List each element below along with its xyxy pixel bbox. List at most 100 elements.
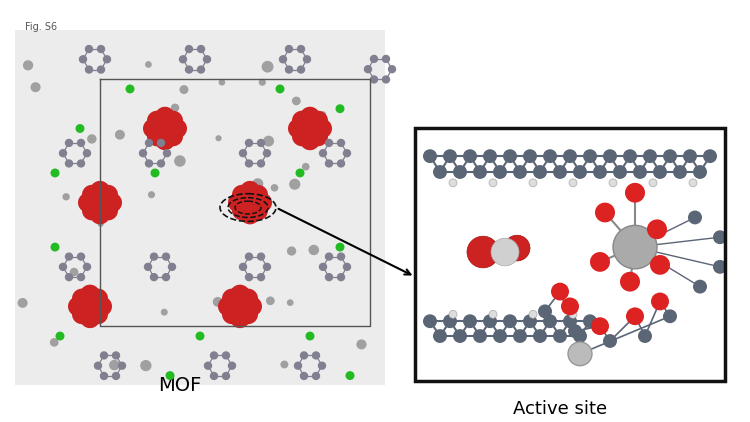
Circle shape — [491, 238, 519, 266]
Circle shape — [253, 191, 262, 200]
Circle shape — [296, 168, 304, 177]
Circle shape — [163, 253, 170, 260]
Circle shape — [100, 373, 107, 379]
Circle shape — [164, 150, 170, 157]
Circle shape — [218, 297, 238, 316]
Circle shape — [230, 308, 250, 328]
Circle shape — [603, 334, 617, 348]
Circle shape — [591, 317, 609, 335]
Circle shape — [513, 165, 527, 179]
Circle shape — [568, 342, 592, 366]
Circle shape — [171, 103, 179, 112]
Circle shape — [222, 289, 242, 308]
Circle shape — [98, 185, 118, 205]
Circle shape — [302, 121, 318, 136]
Circle shape — [252, 178, 263, 189]
Circle shape — [242, 297, 262, 316]
Circle shape — [382, 55, 389, 62]
Circle shape — [59, 150, 67, 157]
Circle shape — [223, 352, 230, 359]
Circle shape — [298, 46, 304, 52]
Circle shape — [80, 56, 86, 63]
Circle shape — [223, 373, 230, 379]
Circle shape — [77, 274, 85, 281]
Circle shape — [370, 55, 377, 62]
Circle shape — [56, 332, 64, 341]
Circle shape — [301, 373, 307, 379]
Circle shape — [213, 297, 223, 307]
Circle shape — [713, 260, 727, 274]
Circle shape — [151, 168, 160, 177]
Circle shape — [80, 285, 100, 304]
Circle shape — [563, 149, 577, 163]
Circle shape — [155, 107, 175, 127]
Circle shape — [463, 149, 477, 163]
Circle shape — [62, 193, 70, 200]
Circle shape — [433, 329, 447, 343]
Bar — [415, 128, 725, 381]
Circle shape — [80, 308, 100, 328]
Circle shape — [174, 155, 186, 167]
Circle shape — [68, 297, 88, 316]
Circle shape — [493, 329, 507, 343]
Circle shape — [245, 274, 253, 281]
Circle shape — [143, 119, 163, 138]
Circle shape — [77, 160, 85, 167]
Circle shape — [647, 219, 667, 239]
Circle shape — [569, 310, 577, 318]
Circle shape — [473, 329, 487, 343]
Circle shape — [638, 329, 652, 343]
Circle shape — [568, 324, 582, 338]
Circle shape — [338, 160, 344, 167]
Circle shape — [286, 299, 293, 306]
Circle shape — [312, 119, 332, 138]
Circle shape — [94, 362, 101, 369]
Circle shape — [563, 314, 577, 328]
Circle shape — [663, 149, 677, 163]
Circle shape — [50, 243, 59, 252]
Circle shape — [257, 253, 265, 260]
Circle shape — [205, 362, 212, 369]
Circle shape — [83, 263, 91, 271]
Circle shape — [473, 165, 487, 179]
Circle shape — [295, 362, 302, 369]
Circle shape — [292, 111, 312, 130]
Circle shape — [98, 66, 104, 73]
Circle shape — [230, 285, 250, 304]
Circle shape — [292, 97, 301, 106]
Circle shape — [232, 185, 252, 205]
Circle shape — [232, 200, 252, 220]
Circle shape — [77, 139, 85, 146]
Circle shape — [433, 165, 447, 179]
Circle shape — [689, 179, 697, 187]
Circle shape — [92, 195, 108, 211]
Circle shape — [443, 314, 457, 328]
Circle shape — [626, 307, 644, 325]
Circle shape — [335, 243, 344, 252]
Circle shape — [271, 184, 278, 192]
Circle shape — [197, 66, 205, 73]
Circle shape — [215, 135, 221, 141]
Circle shape — [703, 149, 717, 163]
Circle shape — [240, 205, 260, 225]
Circle shape — [302, 163, 310, 170]
Circle shape — [245, 253, 253, 260]
Circle shape — [232, 298, 248, 314]
Circle shape — [263, 263, 271, 271]
Circle shape — [653, 165, 667, 179]
Circle shape — [326, 274, 332, 281]
Circle shape — [308, 127, 328, 146]
Circle shape — [98, 46, 104, 52]
Circle shape — [320, 111, 326, 117]
Circle shape — [693, 165, 707, 179]
Circle shape — [693, 280, 707, 294]
Circle shape — [280, 360, 288, 368]
Circle shape — [569, 179, 577, 187]
Circle shape — [313, 373, 320, 379]
Circle shape — [146, 139, 152, 146]
Circle shape — [280, 56, 286, 63]
Circle shape — [504, 235, 530, 261]
Circle shape — [561, 298, 579, 315]
Bar — [15, 30, 385, 385]
Circle shape — [259, 78, 266, 86]
